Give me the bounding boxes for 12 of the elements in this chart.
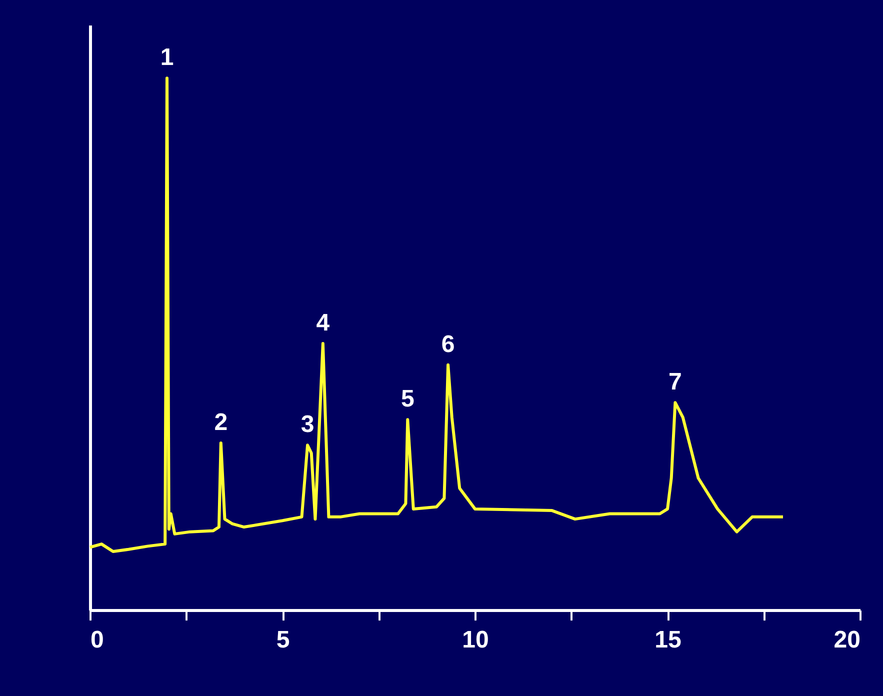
- annotation: 2: [214, 409, 228, 436]
- x-tick-label: 10: [462, 626, 489, 654]
- annotation: 7: [668, 368, 682, 396]
- x-tick-label: 20: [834, 626, 860, 654]
- annotation: 1: [160, 44, 174, 72]
- x-tick-label: 15: [654, 626, 682, 654]
- x-tick-label: 0: [90, 626, 104, 654]
- x-tick-label: 5: [276, 626, 290, 654]
- annotation: 3: [300, 411, 314, 438]
- annotation: 4: [316, 310, 330, 337]
- annotation: 6: [441, 330, 455, 358]
- annotation: 5: [400, 386, 414, 413]
